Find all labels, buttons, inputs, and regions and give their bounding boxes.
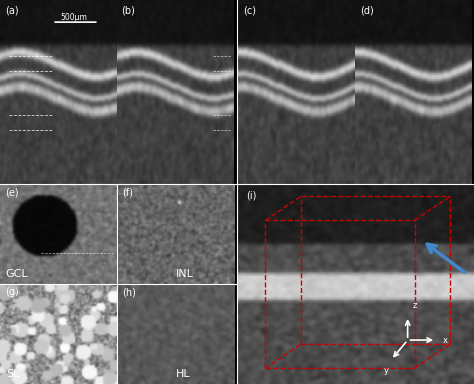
Text: GCL: GCL [6, 269, 28, 279]
Text: (f): (f) [122, 187, 133, 197]
Text: INL: INL [175, 269, 193, 279]
Text: SL: SL [6, 369, 19, 379]
Text: (g): (g) [5, 287, 18, 297]
Text: (d): (d) [360, 5, 374, 15]
Text: (b): (b) [121, 5, 136, 15]
Text: (c): (c) [243, 5, 256, 15]
Text: z: z [412, 301, 417, 310]
Text: HL: HL [175, 369, 190, 379]
Text: (h): (h) [122, 287, 136, 297]
Text: (e): (e) [5, 187, 18, 197]
Text: (a): (a) [5, 5, 18, 15]
Text: (i): (i) [246, 190, 257, 200]
Text: y: y [384, 366, 389, 375]
Text: x: x [443, 336, 448, 344]
Text: 500μm: 500μm [60, 13, 87, 22]
